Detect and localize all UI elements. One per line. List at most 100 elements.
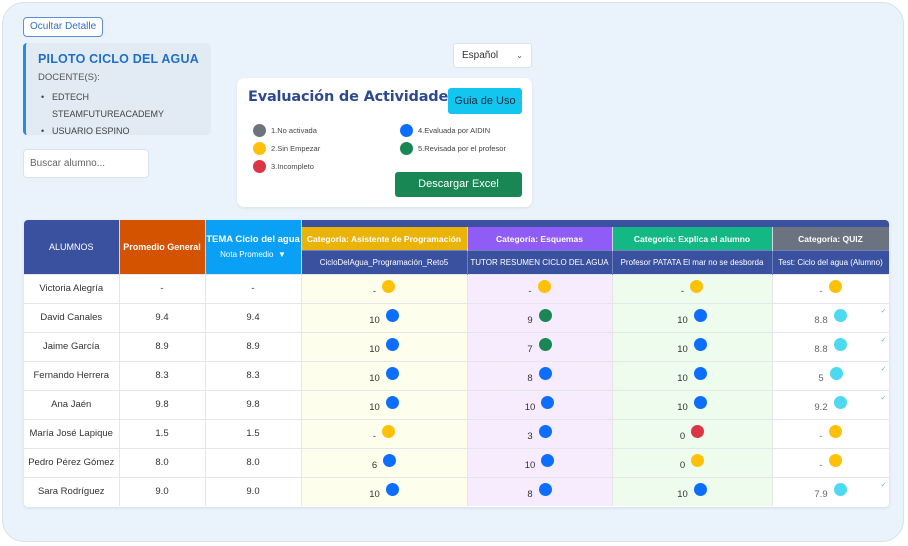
status-dot-blue-icon[interactable] — [693, 309, 707, 322]
student-name[interactable]: Pedro Pérez Gómez — [24, 447, 120, 477]
status-dot-blue-icon[interactable] — [693, 367, 707, 380]
activity-header[interactable]: TUTOR RESUMEN CICLO DEL AGUA — [467, 250, 613, 274]
activity-cell-content: 10 — [369, 338, 399, 355]
activity-cell[interactable]: 8 — [467, 476, 613, 506]
guide-button[interactable]: Guia de Uso — [448, 88, 522, 114]
student-name[interactable]: Victoria Alegría — [24, 273, 120, 303]
status-dot-cyan-icon[interactable] — [833, 309, 847, 322]
status-dot-blue-icon[interactable] — [385, 309, 399, 322]
activity-cell[interactable]: 10 — [301, 331, 468, 361]
activity-cell[interactable]: 10 — [612, 331, 773, 361]
status-dot-blue-icon[interactable] — [385, 338, 399, 351]
search-student-input[interactable] — [23, 149, 149, 178]
legend-label: 1.No activada — [271, 126, 317, 135]
activity-cell[interactable]: 6 — [301, 447, 468, 477]
activity-cell-content: 3 — [527, 425, 552, 442]
sort-down-icon[interactable]: ▼ — [277, 250, 286, 260]
activity-cell[interactable]: 10 — [467, 389, 613, 419]
activity-cell[interactable]: - — [772, 447, 889, 477]
status-dot-blue-icon[interactable] — [385, 367, 399, 380]
status-dot-green-icon[interactable] — [538, 338, 552, 351]
activity-cell[interactable]: 10 — [301, 302, 468, 332]
status-dot-blue-icon[interactable] — [538, 367, 552, 380]
status-dot-yellow-icon[interactable] — [828, 280, 842, 293]
language-select[interactable]: Español ⌄ — [453, 43, 532, 68]
student-name[interactable]: Jaime García — [24, 331, 120, 361]
activity-score: - — [372, 431, 377, 442]
status-dot-blue-icon[interactable] — [541, 396, 555, 409]
activity-score: 8 — [527, 489, 533, 501]
activity-cell[interactable]: - — [467, 273, 613, 303]
activity-cell[interactable]: 7 — [467, 331, 613, 361]
legend-label: 2.Sin Empezar — [271, 144, 321, 153]
status-dot-blue-icon[interactable] — [693, 338, 707, 351]
activity-header[interactable]: CicloDelAgua_Programación_Reto5 — [301, 250, 468, 274]
activity-cell[interactable]: 5 ✓ — [772, 360, 889, 390]
activity-cell[interactable]: - — [301, 273, 468, 303]
activity-cell[interactable]: - — [772, 418, 889, 448]
status-dot-cyan-icon[interactable] — [829, 367, 843, 380]
status-dot-yellow-icon[interactable] — [690, 280, 704, 293]
status-dot-blue-icon[interactable] — [385, 396, 399, 409]
activity-cell[interactable]: 8.8 ✓ — [772, 302, 889, 332]
status-dot-blue-icon[interactable] — [538, 425, 552, 438]
status-dot-cyan-icon[interactable] — [833, 483, 847, 497]
status-dot-green-icon[interactable] — [538, 309, 552, 322]
activity-cell[interactable]: 10 — [301, 360, 468, 390]
student-name[interactable]: Sara Rodríguez — [24, 476, 120, 506]
status-dot-yellow-icon[interactable] — [382, 280, 396, 293]
activity-score: 0 — [679, 460, 686, 471]
student-name[interactable]: María José Lapique — [24, 418, 120, 448]
activity-cell[interactable]: 9 — [467, 302, 613, 332]
activity-header[interactable]: Test: Ciclo del agua (Alumno) — [772, 250, 889, 274]
status-dot-cyan-icon[interactable] — [833, 338, 847, 351]
activity-cell[interactable]: 10 — [301, 476, 468, 506]
activity-header[interactable]: Profesor PATATA El mar no se desborda — [612, 250, 773, 274]
activity-cell[interactable]: - — [772, 273, 889, 303]
activity-cell[interactable]: 3 — [467, 418, 613, 448]
activity-cell[interactable]: 0 — [612, 447, 773, 477]
status-dot-yellow-icon[interactable] — [828, 425, 842, 438]
status-dot-blue-icon[interactable] — [541, 454, 555, 467]
activity-cell-content: 10 — [677, 367, 707, 384]
docente-item: USUARIO ESPINO — [38, 123, 199, 140]
status-dot-cyan-icon[interactable] — [833, 396, 847, 409]
activity-score: 9.2 — [814, 402, 828, 413]
docente-list: EDTECH STEAMFUTUREACADEMY USUARIO ESPINO — [38, 89, 199, 140]
download-excel-button[interactable]: Descargar Excel — [395, 172, 522, 197]
status-dot-blue-icon[interactable] — [538, 483, 552, 497]
legend-item-evaluada-aidin: 4.Evaluada por AIDIN — [400, 124, 490, 137]
student-name[interactable]: David Canales — [24, 302, 120, 332]
activity-cell[interactable]: 10 — [612, 476, 773, 506]
activity-cell[interactable]: 8.8 ✓ — [772, 331, 889, 361]
status-dot-red-icon[interactable] — [691, 425, 705, 438]
status-dot-blue-icon[interactable] — [385, 483, 399, 497]
activity-cell[interactable]: 10 — [467, 447, 613, 477]
activity-cell[interactable]: 9.2 ✓ — [772, 389, 889, 419]
activity-cell[interactable]: 10 — [612, 302, 773, 332]
status-dot-blue-icon[interactable] — [693, 483, 707, 497]
student-name[interactable]: Ana Jaén — [24, 389, 120, 419]
activity-cell[interactable]: 10 — [612, 389, 773, 419]
activity-cell[interactable]: 8 — [467, 360, 613, 390]
status-dot-blue-icon[interactable] — [383, 454, 397, 467]
status-dot-yellow-icon[interactable] — [691, 454, 705, 467]
activity-cell[interactable]: 10 — [301, 389, 468, 419]
header-tema[interactable]: TEMA Ciclo del agua Nota Promedio ▼ — [205, 220, 302, 274]
student-name[interactable]: Fernando Herrera — [24, 360, 120, 390]
activity-cell[interactable]: - — [301, 418, 468, 448]
activity-cell-content: 8.8 — [814, 338, 847, 355]
activity-score: 8.8 — [814, 344, 828, 355]
activity-cell[interactable]: 7.9 ✓ — [772, 476, 889, 506]
activity-cell[interactable]: 0 — [612, 418, 773, 448]
activity-cell-content: 8 — [527, 483, 552, 501]
activity-cell[interactable]: - — [612, 273, 773, 303]
status-dot-blue-icon[interactable] — [693, 396, 707, 409]
activity-cell[interactable]: 10 — [612, 360, 773, 390]
hide-detail-button[interactable]: Ocultar Detalle — [23, 17, 104, 37]
status-dot-yellow-icon[interactable] — [828, 454, 842, 467]
status-dot-yellow-icon[interactable] — [382, 425, 396, 438]
docentes-label: DOCENTE(S): — [38, 72, 100, 83]
status-dot-yellow-icon[interactable] — [537, 280, 551, 293]
activity-score: 7 — [527, 344, 533, 355]
